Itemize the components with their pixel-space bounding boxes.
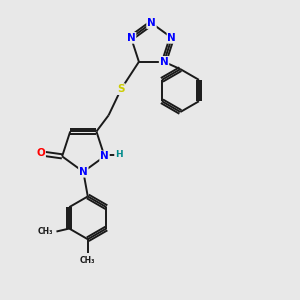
Text: H: H	[115, 150, 123, 159]
Text: N: N	[147, 18, 156, 28]
Text: CH₃: CH₃	[80, 256, 95, 265]
Text: N: N	[160, 57, 168, 67]
Text: N: N	[167, 33, 176, 43]
Text: N: N	[100, 152, 109, 161]
Text: N: N	[79, 167, 88, 177]
Text: N: N	[127, 33, 136, 43]
Text: O: O	[36, 148, 45, 158]
Text: CH₃: CH₃	[38, 227, 53, 236]
Text: S: S	[117, 84, 125, 94]
